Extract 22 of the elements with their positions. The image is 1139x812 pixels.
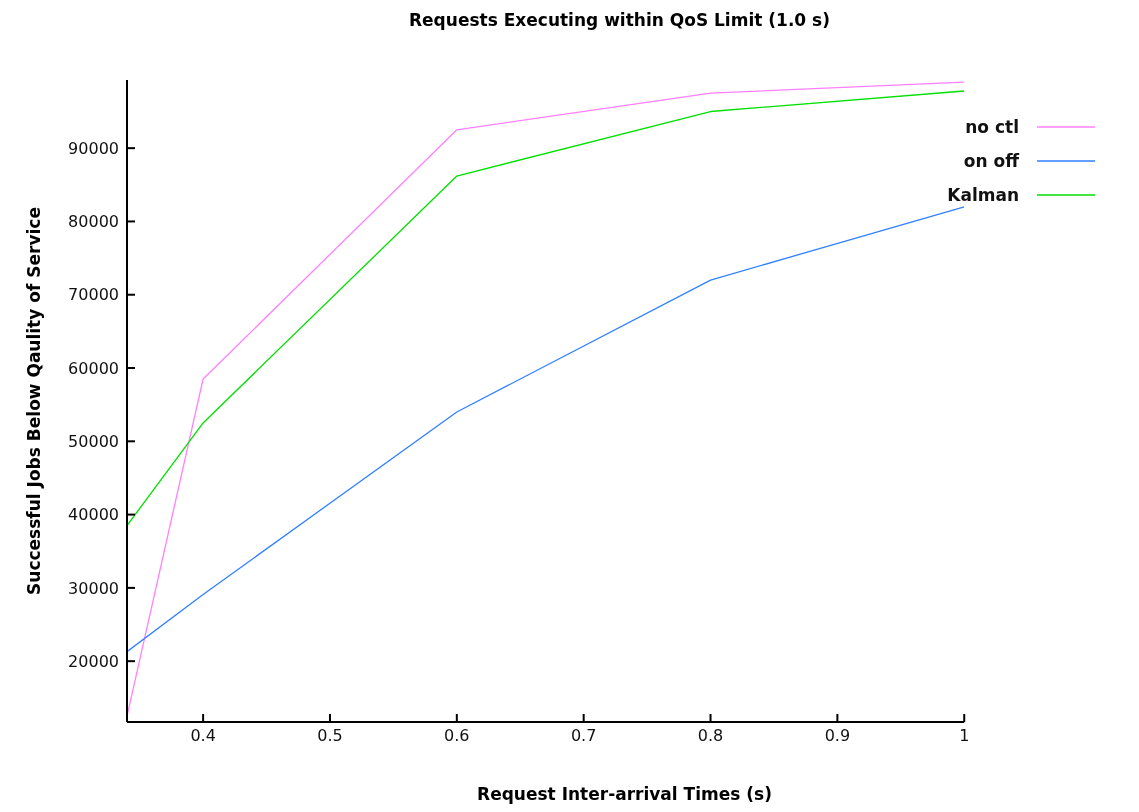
y-tick-label: 20000: [68, 651, 119, 671]
y-axis-title: Successful Jobs Below Qaulity of Service: [24, 207, 44, 595]
legend-label: on off: [963, 151, 1019, 171]
legend-label: Kalman: [947, 185, 1019, 205]
x-tick-label: 0.9: [824, 726, 851, 746]
line-series: [127, 206, 965, 653]
x-tick-label: 0.7: [570, 726, 597, 746]
y-tick-label: 60000: [68, 358, 119, 378]
x-tick-label: 0.4: [190, 726, 216, 746]
x-axis-title: Request Inter-arrival Times (s): [476, 784, 773, 804]
y-tick-label: 70000: [68, 285, 119, 305]
legend-label: no ctl: [965, 117, 1019, 137]
x-tick-label: 0.5: [317, 726, 343, 746]
y-tick-label: 90000: [68, 138, 119, 158]
y-tick-label: 80000: [68, 212, 119, 232]
x-tick-label: 0.8: [697, 726, 724, 746]
y-tick-label: 40000: [68, 505, 119, 525]
chart-title: Requests Executing within QoS Limit (1.0 s): [408, 10, 831, 30]
x-tick-label: 1: [959, 726, 970, 746]
y-tick-label: 30000: [68, 578, 119, 598]
y-tick-label: 50000: [68, 431, 119, 451]
x-tick-label: 0.6: [444, 726, 470, 746]
